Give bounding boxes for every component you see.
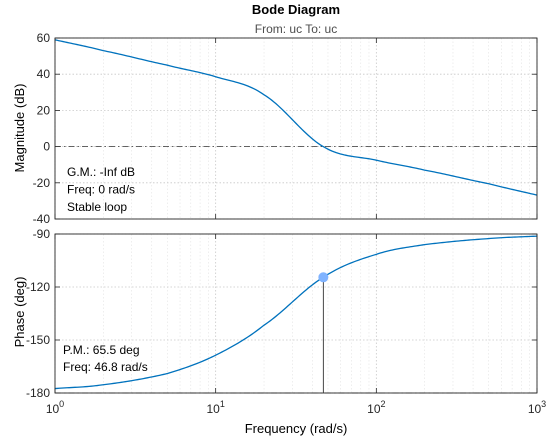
magnitude-axis-label: Magnitude (dB): [12, 84, 27, 173]
magnitude-y-tick-label: -20: [33, 176, 51, 190]
phase-response-curve: [54, 235, 538, 390]
x-tick-label: 101: [206, 399, 224, 416]
magnitude-y-tick-label: -40: [33, 212, 51, 226]
phase-plot-area: [55, 234, 537, 393]
x-axis-label: Frequency (rad/s): [245, 421, 348, 436]
phase-margin-marker: [318, 272, 329, 283]
magnitude-annotation-line: Stable loop: [67, 200, 127, 214]
x-tick-label: 100: [46, 399, 64, 416]
phase-axes-frame: [54, 233, 538, 394]
magnitude-y-tick-label: 20: [37, 103, 51, 117]
magnitude-annotation-line: G.M.: -Inf dB: [67, 165, 135, 179]
phase-panel: -90 -120 -150 -180 P.M.: 65.5 deg Freq: 46.8 …: [26, 227, 538, 400]
phase-y-tick-label: -150: [26, 333, 50, 347]
magnitude-y-tick-label: 0: [43, 140, 50, 154]
phase-axis-label: Phase (deg): [12, 277, 27, 348]
magnitude-annotation-line: Freq: 0 rad/s: [67, 183, 135, 197]
phase-annotation-line: Freq: 46.8 rad/s: [63, 360, 148, 374]
magnitude-y-tick-label: 40: [37, 67, 51, 81]
phase-y-tick-label: -180: [26, 386, 50, 400]
chart-title: Bode Diagram: [252, 2, 340, 17]
magnitude-y-tick-label: 60: [37, 31, 51, 45]
phase-annotation-line: P.M.: 65.5 deg: [63, 343, 140, 357]
phase-y-tick-label: -90: [33, 227, 51, 241]
frequency-axis: 100 101 102 103: [46, 399, 546, 416]
magnitude-panel: 60 40 20 0 -20 -40 G.M.: -Inf dB Freq: 0 rad/s S…: [33, 31, 538, 226]
magnitude-plot-area: [55, 38, 537, 219]
x-tick-label: 102: [367, 399, 385, 416]
chart-subtitle: From: uc To: uc: [255, 22, 337, 36]
magnitude-response-curve: [54, 39, 538, 196]
x-tick-label: 103: [528, 399, 546, 416]
magnitude-axes-frame: [54, 37, 538, 220]
phase-y-tick-label: -120: [26, 280, 50, 294]
